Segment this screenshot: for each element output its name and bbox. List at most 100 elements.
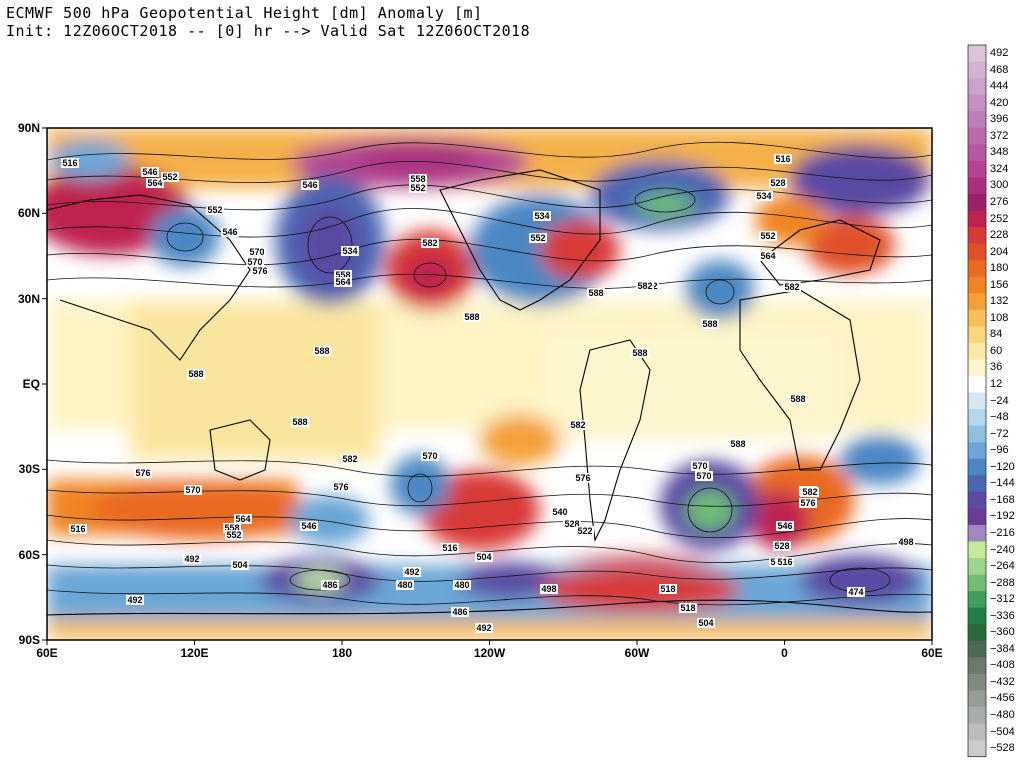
colorbar-swatch bbox=[968, 276, 986, 294]
contour-label-text: 518 bbox=[680, 603, 695, 613]
colorbar-label: −72 bbox=[990, 427, 1009, 440]
contour-label: 570 bbox=[695, 471, 713, 481]
contour-label-text: 588 bbox=[314, 346, 329, 356]
colorbar-label: −288 bbox=[990, 576, 1015, 589]
contour-label-text: 576 bbox=[333, 482, 348, 492]
colorbar-swatch bbox=[968, 260, 986, 278]
contour-label: 588 bbox=[291, 417, 309, 427]
contour-label: 588 bbox=[631, 348, 649, 358]
colorbar-swatch bbox=[968, 624, 986, 642]
colorbar-label: 300 bbox=[990, 179, 1009, 192]
contour-label-text: 576 bbox=[135, 468, 150, 478]
lat-label: 30S bbox=[18, 462, 40, 477]
contour-label-text: 516 bbox=[62, 158, 77, 168]
contour-label-text: 504 bbox=[232, 560, 247, 570]
contour-label-text: 576 bbox=[800, 498, 815, 508]
contour-label: 558 bbox=[409, 174, 427, 184]
contour-label: 546 bbox=[141, 167, 159, 177]
contour-label: 570 bbox=[421, 451, 439, 461]
contour-label: 518 bbox=[679, 603, 697, 613]
colorbar-swatch bbox=[968, 607, 986, 625]
contour-label-text: 552 bbox=[207, 205, 222, 215]
colorbar-label: −48 bbox=[990, 411, 1009, 424]
colorbar-swatch bbox=[968, 740, 986, 758]
colorbar-swatch bbox=[968, 243, 986, 261]
colorbar-swatch bbox=[968, 78, 986, 96]
contour-label-text: 516 bbox=[70, 524, 85, 534]
colorbar-swatch bbox=[968, 210, 986, 228]
contour-label-text: 516 bbox=[442, 543, 457, 553]
colorbar-label: −360 bbox=[990, 626, 1015, 639]
colorbar-swatch bbox=[968, 293, 986, 311]
contour-label: 528 bbox=[563, 519, 581, 529]
contour-label: 480 bbox=[453, 580, 471, 590]
contour-label: 534 bbox=[533, 211, 551, 221]
contour-label-text: 588 bbox=[730, 439, 745, 449]
colorbar-swatch bbox=[968, 227, 986, 245]
contour-label: 552 bbox=[759, 231, 777, 241]
contour-label: 522 bbox=[576, 526, 594, 536]
contour-label-text: 474 bbox=[848, 587, 863, 597]
colorbar-swatch bbox=[968, 177, 986, 195]
contour-label-text: 588 bbox=[632, 348, 647, 358]
contour-label-text: 570 bbox=[247, 257, 262, 267]
contour-label-text: 588 bbox=[292, 417, 307, 427]
colorbar-label: 324 bbox=[990, 162, 1009, 175]
africa-outline bbox=[739, 289, 861, 471]
contour-label-text: 552 bbox=[410, 183, 425, 193]
contour-label-text: 528 bbox=[564, 519, 579, 529]
colorbar-swatch bbox=[968, 541, 986, 559]
colorbar-label: 492 bbox=[990, 47, 1009, 59]
contour-label-text: 546 bbox=[301, 521, 316, 531]
lat-label: 90N bbox=[17, 121, 40, 135]
colorbar-label: −480 bbox=[990, 709, 1015, 721]
contour-label-text: 492 bbox=[404, 567, 419, 577]
contour-label-text: 492 bbox=[476, 623, 491, 633]
axis-ticks bbox=[42, 127, 933, 645]
contour-label: 588 bbox=[313, 346, 331, 356]
contour-label-text: 486 bbox=[452, 607, 467, 617]
colorbar-label: −24 bbox=[990, 394, 1009, 407]
lon-label: 180 bbox=[331, 646, 353, 660]
contour-label: 498 bbox=[540, 584, 558, 594]
eurasia-outline bbox=[47, 194, 251, 361]
contour-label: 516 bbox=[441, 543, 459, 553]
contour-label-text: 546 bbox=[142, 167, 157, 177]
contour-label: 564 bbox=[759, 251, 777, 261]
contour-label: 474 bbox=[847, 587, 865, 597]
contour-label-text: 492 bbox=[184, 554, 199, 564]
contour-label-text: 558 bbox=[335, 270, 350, 280]
colorbar-label: 60 bbox=[990, 344, 1003, 357]
colorbar-swatch bbox=[968, 558, 986, 576]
contour-label-layer: 5165465645525525465585525465345705585645… bbox=[61, 154, 915, 633]
colorbar-label: 372 bbox=[990, 129, 1009, 142]
contour-label: 516 bbox=[61, 158, 79, 168]
contour-label: 518 bbox=[659, 584, 677, 594]
lon-label: 60W bbox=[624, 646, 650, 660]
colorbar-swatch bbox=[968, 574, 986, 592]
contour-label-text: 564 bbox=[147, 178, 162, 188]
contour-label: 576 bbox=[799, 498, 817, 508]
lon-label: 120W bbox=[473, 646, 506, 660]
contour-label-text: 570 bbox=[692, 461, 707, 471]
contour-label-text: 518 bbox=[660, 584, 675, 594]
colorbar-label: 276 bbox=[990, 195, 1009, 208]
colorbar-swatch bbox=[968, 326, 986, 344]
lon-label: 0 bbox=[781, 646, 788, 660]
contour-label-text: 546 bbox=[777, 521, 792, 531]
contour-label: 570 bbox=[691, 461, 709, 471]
contour-label: 570 bbox=[184, 485, 202, 495]
contour-label-text: 486 bbox=[322, 580, 337, 590]
contour-label: 480 bbox=[396, 580, 414, 590]
colorbar-swatch bbox=[968, 409, 986, 427]
contour-label: 588 bbox=[463, 312, 481, 322]
colorbar-label: −408 bbox=[990, 659, 1015, 672]
colorbar-label: 132 bbox=[990, 295, 1009, 308]
contour-label: 588 bbox=[701, 319, 719, 329]
contour-label-text: 564 bbox=[760, 251, 775, 261]
contour-label-text: 570 bbox=[422, 451, 437, 461]
contour-label-text: 546 bbox=[302, 180, 317, 190]
contour-label: 564 bbox=[146, 178, 164, 188]
contour-label: 582 bbox=[421, 238, 439, 248]
